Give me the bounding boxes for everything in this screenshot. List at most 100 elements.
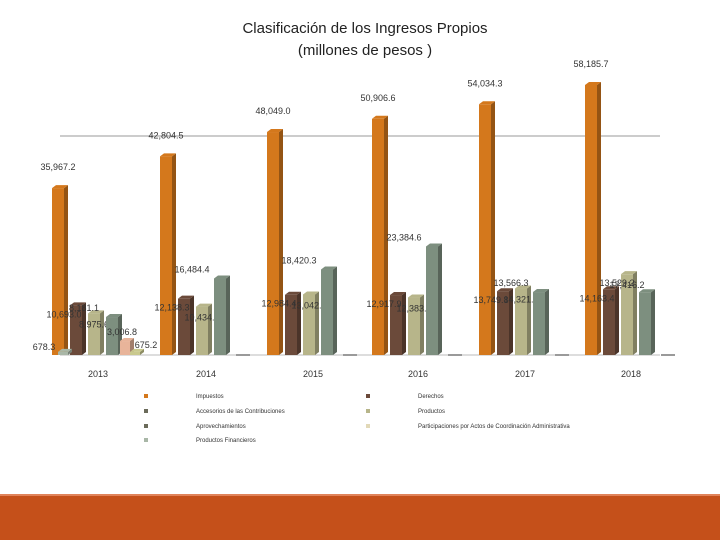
data-label: 10,434.3 <box>184 313 219 323</box>
bar-impuestos-2015 <box>267 132 279 355</box>
bar-productos-financieros-2016 <box>426 246 438 355</box>
x-tick-label: 2013 <box>88 369 108 379</box>
bar-side-impuestos-2016 <box>384 115 388 356</box>
bar-side-productos-financieros-2017 <box>545 289 549 355</box>
bar-impuestos-2017 <box>479 104 491 356</box>
bar-top-derechos-2018 <box>603 286 619 290</box>
bar-side-productos-financieros-2016 <box>438 243 442 355</box>
bar-top-derechos-2014 <box>178 295 194 299</box>
bar-floor-marker-2016 <box>448 354 462 356</box>
bar-side-productos-2015 <box>315 291 319 355</box>
bar-side-productos-2014 <box>208 303 212 355</box>
bar-derechos-2015 <box>285 294 297 355</box>
chart-title: Clasificación de los Ingresos Propios (m… <box>0 18 720 62</box>
data-label: 13,529.2 <box>599 278 634 288</box>
bar-impuestos-2013 <box>52 188 64 355</box>
bar-accesorios-de-las-contribuciones-2013 <box>120 341 130 355</box>
bar-top-accesorios-de-las-contribuciones-2013 <box>120 338 134 342</box>
data-label: 58,185.7 <box>573 59 608 69</box>
legend-swatch <box>366 424 370 428</box>
bar-side-productos-2013 <box>100 310 104 355</box>
legend-label: Impuestos <box>196 394 224 400</box>
bar-productos-financieros-2013 <box>106 317 118 355</box>
bottom-band <box>0 496 720 540</box>
bar-derechos-2017 <box>497 291 509 355</box>
data-label: 54,034.3 <box>467 78 502 88</box>
bar-top-impuestos-2018 <box>585 82 601 85</box>
bar-derechos-2013 <box>70 305 82 355</box>
legend-swatch <box>366 409 370 413</box>
bar-side-derechos-2016 <box>402 292 406 355</box>
data-label: 13,749.8 <box>473 295 508 305</box>
data-label: 12,138.3 <box>154 303 189 313</box>
bar-productos-2018 <box>621 274 633 355</box>
data-label: 12,383.5 <box>396 304 431 314</box>
x-tick-label: 2017 <box>515 369 535 379</box>
legend-swatch <box>144 438 148 442</box>
bar-side-productos-financieros-2014 <box>226 275 230 355</box>
data-label: 14,321.9 <box>503 295 538 305</box>
bar-side-derechos-2015 <box>297 291 301 355</box>
data-label: 13,566.3 <box>493 278 528 288</box>
data-label: 8,181.1 <box>69 303 99 313</box>
data-label: 50,906.6 <box>360 93 395 103</box>
bar-aprovechamientos-2013--2013 <box>130 351 140 355</box>
data-label: 678.3 <box>33 342 56 352</box>
bar-side-derechos-2017 <box>509 288 513 355</box>
bar-side-impuestos-2018 <box>597 82 601 355</box>
x-tick-label: 2016 <box>408 369 428 379</box>
bar-top-aprovechamientos-2013--2013 <box>130 348 144 352</box>
bar-floor-marker-2014 <box>236 354 250 356</box>
data-label: 675.2 <box>135 340 158 350</box>
bar-chart: 35,967.2 42,804.5 48,049.0 50,906.6 54,034.3… <box>33 59 675 444</box>
bar-top-productos-2013 <box>88 310 104 314</box>
data-label: 23,384.6 <box>386 232 421 242</box>
data-label: 16,484.4 <box>174 265 209 275</box>
data-label: 42,804.5 <box>148 130 183 140</box>
legend-swatch <box>144 409 148 413</box>
data-label: 3,006.8 <box>107 327 137 337</box>
bar-side-derechos-2013 <box>82 302 86 355</box>
bar-productos-2017 <box>515 288 527 355</box>
bar-productos-financieros-2017 <box>533 292 545 355</box>
bar-side-productos-financieros-2018 <box>651 289 655 355</box>
bar-top-impuestos-2015 <box>267 129 283 133</box>
bar-top-productos-2016 <box>408 294 424 298</box>
data-label: 35,967.2 <box>40 162 75 172</box>
bar-side-derechos-2014 <box>190 295 194 355</box>
data-label: 10,693.0 <box>46 309 81 319</box>
bar-side-impuestos-2015 <box>279 129 283 355</box>
bar-top-derechos-2013 <box>70 302 86 306</box>
bar-side-impuestos-2017 <box>491 101 495 356</box>
bar-productos-financieros-2015 <box>321 269 333 355</box>
bar-floor-marker-2017 <box>555 354 569 356</box>
bar-side-productos-2016 <box>420 294 424 355</box>
bar-side-productos-financieros-2015 <box>333 266 337 355</box>
legend-swatch <box>144 424 148 428</box>
bar-top-impuestos-2017 <box>479 101 495 105</box>
x-tick-label: 2018 <box>621 369 641 379</box>
data-label: 13,042.4 <box>291 300 326 310</box>
bar-impuestos-2018 <box>585 85 597 355</box>
legend-label: Productos <box>418 409 445 415</box>
bar-productos-2016 <box>408 297 420 355</box>
bar-top-productos-2018 <box>621 271 637 275</box>
bar-top-productos-2017 <box>515 285 531 289</box>
bar-top-productos-2014 <box>196 303 212 307</box>
bar-top-productos-financieros-2018 <box>639 289 655 293</box>
bar-side-derechos-2018 <box>615 286 619 355</box>
bar-derechos-2016 <box>390 295 402 355</box>
bar-top-impuestos-2016 <box>372 115 388 119</box>
bar-productos-2014 <box>196 306 208 355</box>
bar-top-otros-2013--2013 <box>58 348 72 352</box>
bar-top-impuestos-2014 <box>160 153 176 157</box>
bar-productos-financieros-2014 <box>214 278 226 355</box>
chart-title-line-2: (millones de pesos ) <box>297 42 433 59</box>
bar-impuestos-2016 <box>372 118 384 356</box>
bar-side-aprovechamientos-2013--2013 <box>140 348 144 355</box>
x-tick-label: 2014 <box>196 369 216 379</box>
bar-otros-2013--2013 <box>58 351 68 355</box>
chart-title-line-1: Clasificación de los Ingresos Propios <box>242 20 488 37</box>
bar-top-derechos-2015 <box>285 291 301 295</box>
bar-derechos-2014 <box>178 298 190 355</box>
